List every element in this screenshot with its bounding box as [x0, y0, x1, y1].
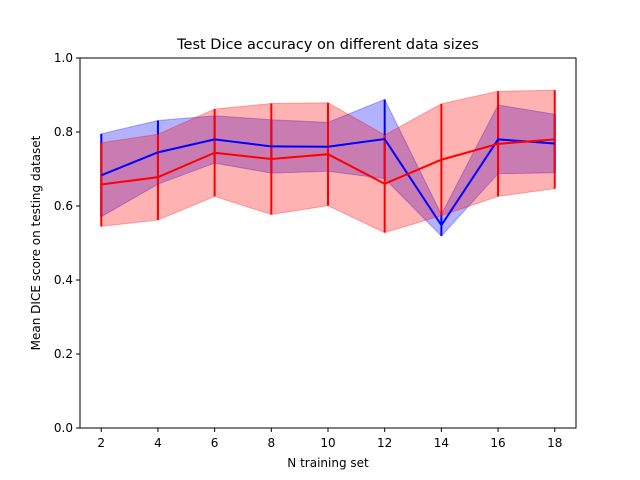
series-lines: [100, 137, 555, 228]
x-tick-label: 2: [97, 436, 105, 450]
y-tick-label: 0.2: [54, 347, 73, 361]
series-0-line: [100, 137, 555, 228]
x-tick-label: 12: [377, 436, 392, 450]
x-tick-label: 4: [154, 436, 162, 450]
x-tick-label: 16: [490, 436, 505, 450]
y-tick-label: 0.6: [54, 199, 73, 213]
x-axis-ticks: 2 4 6 8 10 12 14 16 18: [97, 428, 562, 450]
y-tick-label: 0.8: [54, 125, 73, 139]
y-tick-label: 0.4: [54, 273, 73, 287]
y-axis-ticks: 0.0 0.2 0.4 0.6 0.8 1.0: [54, 51, 80, 435]
x-tick-label: 8: [267, 436, 275, 450]
y-tick-label: 1.0: [54, 51, 73, 65]
y-tick-label: 0.0: [54, 421, 73, 435]
x-tick-label: 6: [211, 436, 219, 450]
chart-title: Test Dice accuracy on different data siz…: [176, 37, 479, 53]
x-axis-label: N training set: [287, 456, 369, 470]
series-1-line: [101, 138, 555, 186]
x-tick-label: 18: [547, 436, 562, 450]
x-tick-label: 10: [320, 436, 335, 450]
x-tick-label: 14: [434, 436, 449, 450]
y-axis-label: Mean DICE score on testing dataset: [29, 135, 43, 350]
